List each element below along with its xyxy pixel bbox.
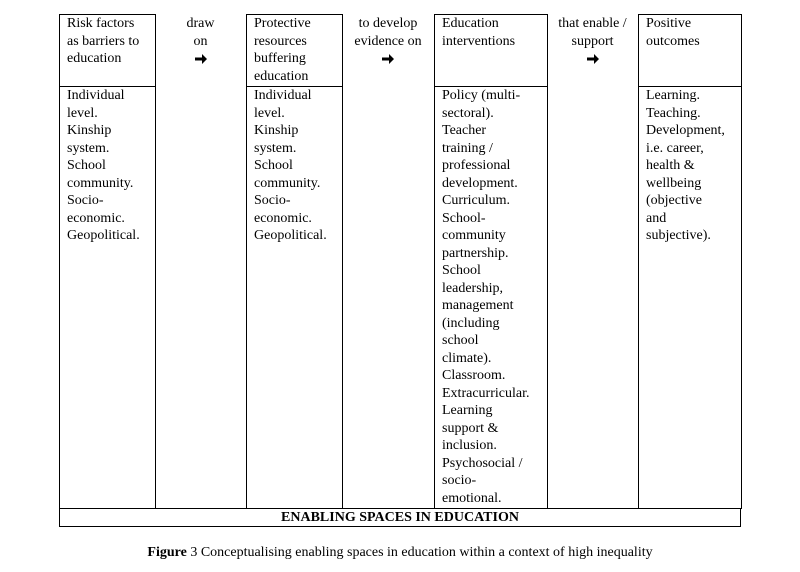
header-line: education [254, 68, 309, 84]
body-line: Extracurricular. [442, 385, 530, 401]
arrow-shape [194, 54, 207, 64]
arrow-icon [586, 54, 599, 64]
connector-line: support [571, 33, 614, 49]
header-line: resources [254, 33, 307, 49]
connector-line: to develop [358, 16, 418, 31]
body-line: health & [646, 158, 695, 173]
body-line: management [442, 298, 514, 313]
body-line: Individual [67, 88, 125, 103]
body-line: and [646, 210, 667, 226]
connector-line: on [193, 33, 208, 49]
body-line: system. [67, 140, 110, 156]
body-line: level. [67, 105, 98, 121]
header-line: interventions [442, 33, 516, 49]
header-line: education [67, 51, 122, 66]
body-line: community [442, 228, 506, 243]
connector-line: draw [186, 16, 215, 31]
body-line: wellbeing [646, 175, 702, 191]
header-line: Protective [254, 16, 311, 31]
connector-line: evidence on [354, 33, 422, 49]
header-line: outcomes [646, 33, 700, 49]
body-line: Policy (multi- [442, 88, 521, 103]
body-line: Teaching. [646, 105, 701, 121]
body-line: development. [442, 175, 518, 191]
body-line: inclusion. [442, 438, 497, 453]
header-line: Risk factors [67, 16, 135, 31]
body-line: emotional. [442, 490, 502, 506]
connector-line: that enable / [558, 16, 627, 31]
caption-label: Figure [147, 545, 187, 560]
footer-banner: ENABLING SPACES IN EDUCATION [59, 508, 741, 527]
body-line: (objective [646, 193, 702, 208]
body-line: leadership, [442, 280, 504, 296]
body-line: School [67, 158, 106, 173]
body-line: Learning. [646, 88, 701, 103]
body-line: (including [442, 315, 500, 331]
body-line: Individual [254, 88, 312, 103]
caption-text: 3 Conceptualising enabling spaces in edu… [190, 545, 653, 560]
body-line: community. [254, 175, 321, 191]
arrow-shape [382, 54, 394, 64]
body-line: climate). [442, 350, 492, 366]
body-line: school [442, 333, 479, 348]
body-line: Socio- [67, 193, 104, 208]
body-line: Development, [646, 123, 725, 138]
body-line: community. [67, 175, 134, 191]
arrow-icon [194, 54, 207, 64]
body-line: economic. [67, 210, 125, 226]
body-line: professional [442, 158, 511, 173]
header-line: Positive [646, 16, 692, 31]
body-line: economic. [254, 210, 312, 226]
header-line: as barriers to [67, 33, 140, 49]
body-line: Geopolitical. [254, 228, 327, 243]
body-line: Classroom. [442, 368, 506, 383]
body-line: partnership. [442, 245, 509, 261]
body-line: support & [442, 420, 499, 436]
body-line: i.e. career, [646, 140, 704, 156]
body-line: Kinship [67, 123, 112, 138]
body-line: socio- [442, 473, 477, 488]
header-line: Education [442, 16, 499, 31]
body-line: Kinship [254, 123, 299, 138]
body-line: Socio- [254, 193, 291, 208]
arrow-icon [382, 54, 394, 64]
body-line: School- [442, 210, 486, 226]
body-line: subjective). [646, 228, 711, 243]
body-line: Learning [442, 403, 493, 418]
body-line: Teacher [442, 123, 487, 138]
body-line: School [254, 158, 293, 173]
body-line: Curriculum. [442, 193, 511, 208]
figure-caption: Figure 3 Conceptualising enabling spaces… [0, 545, 800, 561]
body-line: system. [254, 140, 297, 156]
body-line: School [442, 263, 481, 278]
body-line: sectoral). [442, 105, 494, 121]
header-line: buffering [254, 51, 306, 66]
body-line: level. [254, 105, 285, 121]
body-line: training / [442, 140, 493, 156]
arrow-shape [586, 54, 599, 64]
body-line: Psychosocial / [442, 455, 523, 471]
body-line: Geopolitical. [67, 228, 140, 243]
